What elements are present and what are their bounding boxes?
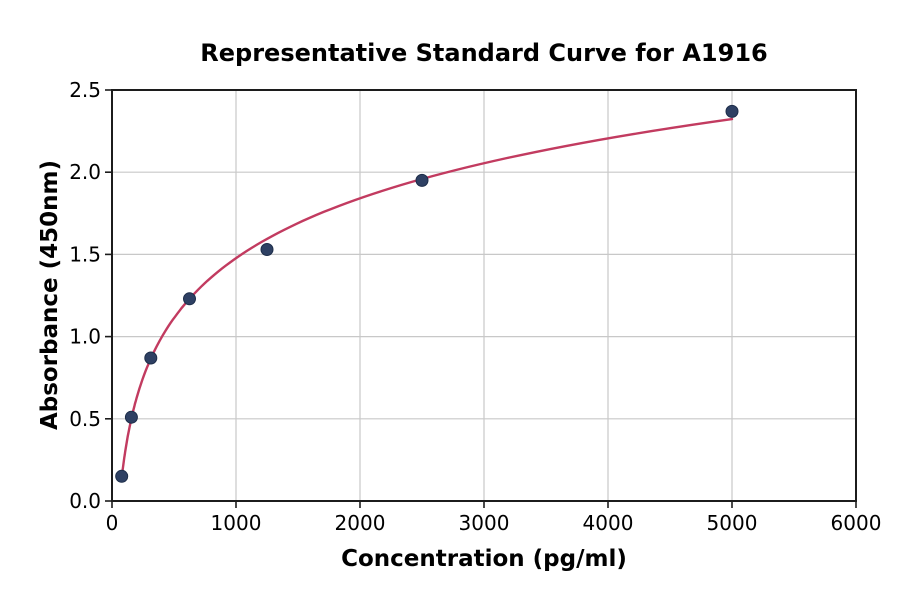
data-point	[115, 469, 129, 483]
data-point	[725, 104, 739, 118]
x-tick-label: 5000	[707, 511, 758, 535]
data-point	[415, 173, 429, 187]
x-tick-label: 2000	[335, 511, 386, 535]
data-point	[144, 351, 158, 365]
y-tick-label: 0.0	[69, 489, 101, 513]
x-tick-label: 0	[106, 511, 119, 535]
x-axis-label: Concentration (pg/ml)	[341, 546, 627, 572]
y-tick-label: 2.5	[69, 78, 101, 102]
y-tick-label: 1.0	[69, 325, 101, 349]
x-tick-label: 4000	[583, 511, 634, 535]
x-tick-label: 1000	[211, 511, 262, 535]
plot-border	[111, 89, 857, 502]
data-point	[260, 243, 274, 256]
chart-title: Representative Standard Curve for A1916	[200, 39, 767, 67]
plot-area: 0 1000 2000 3000 4000 5000 6000 0.0 0.5 1.0 1.5 2.0…	[69, 78, 881, 535]
x-tick-label: 6000	[831, 511, 882, 535]
y-tick-label: 0.5	[69, 407, 101, 431]
y-axis-label: Absorbance (450nm)	[37, 160, 63, 430]
x-tick-label: 3000	[459, 511, 510, 535]
data-point	[124, 410, 138, 424]
y-tick-label: 2.0	[69, 160, 101, 184]
y-tick-label: 1.5	[69, 242, 101, 266]
data-point	[183, 292, 196, 306]
